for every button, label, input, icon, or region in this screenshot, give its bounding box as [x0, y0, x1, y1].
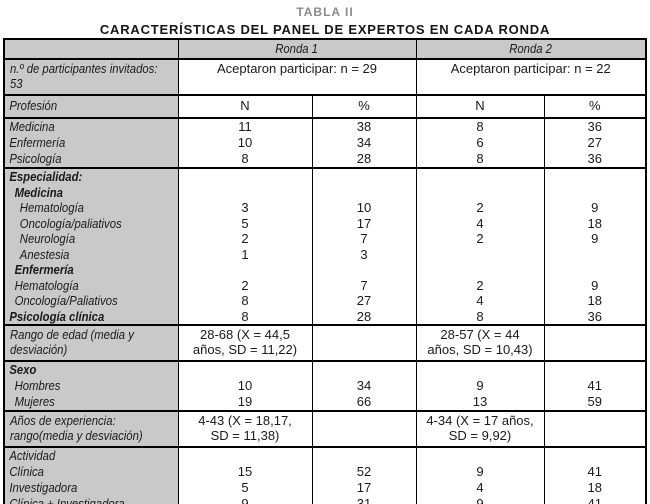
- table-row-psicologia: Psicología 8 28 8 36: [4, 151, 646, 168]
- experience-ronda1-cell: 4-43 (X = 18,17, SD = 11,38): [177, 410, 312, 447]
- profession-label-cell: Profesión: [4, 94, 178, 118]
- table-row-anestesia: Anestesia 1 3: [4, 246, 646, 262]
- participants-label-cell: n.º de participantes invitados: 53: [4, 58, 178, 95]
- table-row-investigadora: Investigadora 5 17 4 18: [4, 480, 646, 496]
- table-number: TABLA II: [296, 5, 354, 19]
- experience-label-cell: Años de experiencia: rango(media y desvi…: [4, 410, 178, 447]
- table-row-sexo-header: Sexo: [4, 360, 646, 378]
- age-range-ronda2-cell: 28-57 (X = 44 años, SD = 10,43): [415, 324, 544, 361]
- ronda1-header: Ronda 1: [177, 39, 416, 59]
- experience-ronda2-cell: 4-34 (X = 17 años, SD = 9,92): [415, 410, 544, 447]
- table-row-especialidad-header: Especialidad:: [4, 167, 646, 185]
- table-row-neurologia: Neurología 2 7 2 9: [4, 231, 646, 247]
- col-n2-header: N: [415, 94, 544, 118]
- profession-header-row: Profesión N % N %: [4, 94, 646, 118]
- table-row-hematologia-med: Hematología 3 10 2 9: [4, 200, 646, 216]
- table-row-hombres: Hombres 10 34 9 41: [4, 378, 646, 394]
- age-range-ronda1-pct-cell: [311, 324, 416, 361]
- header-row: Ronda 1 Ronda 2: [4, 39, 646, 59]
- table-row-mujeres: Mujeres 19 66 13 59: [4, 394, 646, 411]
- table-row-clinica: Clínica 15 52 9 41: [4, 464, 646, 480]
- table-row-enfermeria: Enfermería 10 34 6 27: [4, 135, 646, 151]
- age-range-row: Rango de edad (media y desviación) 28-68…: [4, 324, 646, 361]
- table-row-medicina: Medicina 11 38 8 36: [4, 117, 646, 135]
- experience-row: Años de experiencia: rango(media y desvi…: [4, 410, 646, 447]
- experience-ronda2-pct-cell: [543, 410, 646, 447]
- participants-ronda2-cell: Aceptaron participar: n = 22: [415, 58, 646, 95]
- col-p1-header: %: [311, 94, 416, 118]
- age-range-ronda2-pct-cell: [543, 324, 646, 361]
- participants-ronda1-cell: Aceptaron participar: n = 29: [177, 58, 416, 95]
- ronda2-header: Ronda 2: [415, 39, 646, 59]
- table-row-oncologia-med: Oncología/paliativos 5 17 4 18: [4, 215, 646, 231]
- table-row-psicologia-clinica: Psicología clínica 8 28 8 36: [4, 308, 646, 325]
- table-row-actividad-header: Actividad: [4, 446, 646, 464]
- table-row-hematologia-enf: Hematología 2 7 2 9: [4, 277, 646, 293]
- col-n1-header: N: [177, 94, 312, 118]
- experts-table: Ronda 1 Ronda 2 n.º de participantes inv…: [3, 38, 647, 504]
- table-row-oncologia-enf: Oncología/Paliativos 8 27 4 18: [4, 293, 646, 309]
- table-row-clinica-investigadora: Clínica + Investigadora 9 31 9 41: [4, 496, 646, 504]
- experience-ronda1-pct-cell: [311, 410, 416, 447]
- table-row-esp-enfermeria: Enfermería: [4, 262, 646, 278]
- participants-row: n.º de participantes invitados: 53 Acept…: [4, 58, 646, 95]
- age-range-ronda1-cell: 28-68 (X = 44,5 años, SD = 11,22): [177, 324, 312, 361]
- age-range-label-cell: Rango de edad (media y desviación): [4, 324, 178, 361]
- header-empty-cell: [4, 39, 178, 59]
- table-title-block: TABLA II CARACTERÍSTICAS DEL PANEL DE EX…: [0, 5, 650, 37]
- table-caption: CARACTERÍSTICAS DEL PANEL DE EXPERTOS EN…: [99, 22, 551, 37]
- table-row-esp-medicina: Medicina: [4, 184, 646, 200]
- col-p2-header: %: [543, 94, 646, 118]
